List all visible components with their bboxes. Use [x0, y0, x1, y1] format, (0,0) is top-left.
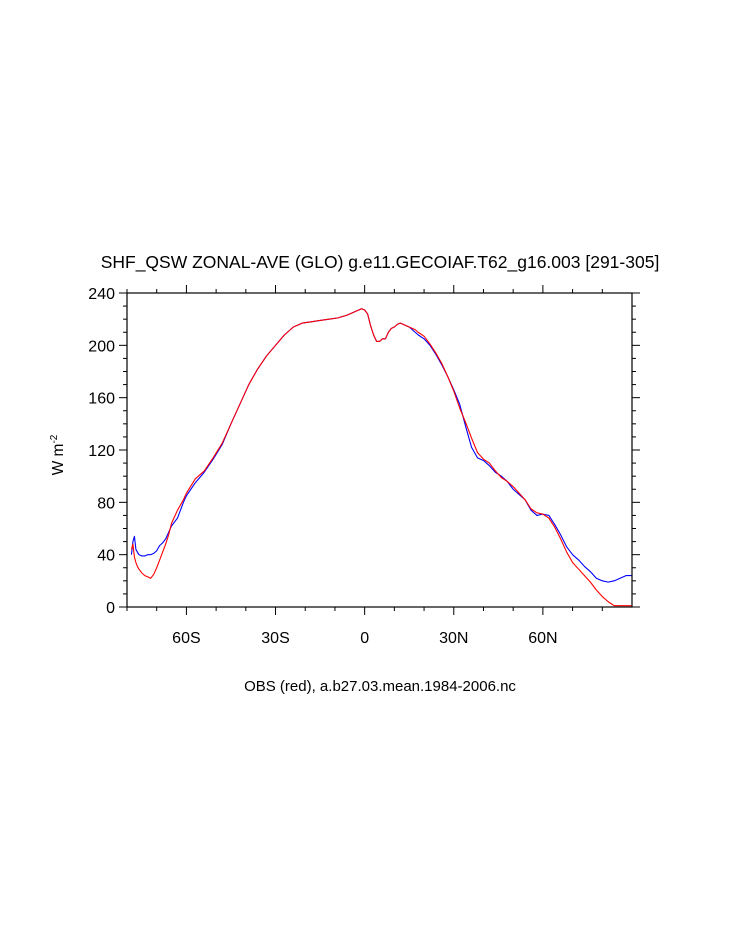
series-layer: [130, 308, 632, 607]
x-tick-label: 0: [360, 630, 369, 647]
y-tick-label: 200: [88, 338, 115, 355]
series-line-obs: [130, 308, 632, 607]
y-tick-label: 120: [88, 443, 115, 460]
y-tick-label: 80: [97, 495, 115, 512]
x-tick-label: 30S: [261, 630, 289, 647]
y-tick-label: 240: [88, 286, 115, 303]
plot-frame: [126, 292, 633, 608]
svg-text:W m-2: W m-2: [49, 434, 67, 475]
chart-title: SHF_QSW ZONAL-AVE (GLO) g.e11.GECOIAF.T6…: [101, 252, 660, 273]
y-tick-label: 40: [97, 548, 115, 565]
y-tick-label: 160: [88, 391, 115, 408]
y-axis-label-exponent: -2: [49, 434, 60, 443]
y-axis-label: W m-2: [49, 434, 67, 475]
x-tick-label: 60S: [172, 630, 200, 647]
y-axis-label-text: W m: [50, 444, 67, 476]
x-axis-caption: OBS (red), a.b27.03.mean.1984-2006.nc: [244, 678, 516, 695]
x-tick-label: 60N: [528, 630, 557, 647]
x-tick-label: 30N: [439, 630, 468, 647]
y-tick-label: 0: [106, 600, 115, 617]
series-line-model: [130, 308, 632, 583]
ticks-layer: 0 40 80 120 160 200 240 60S 30S 0 30N 60N: [88, 285, 640, 647]
